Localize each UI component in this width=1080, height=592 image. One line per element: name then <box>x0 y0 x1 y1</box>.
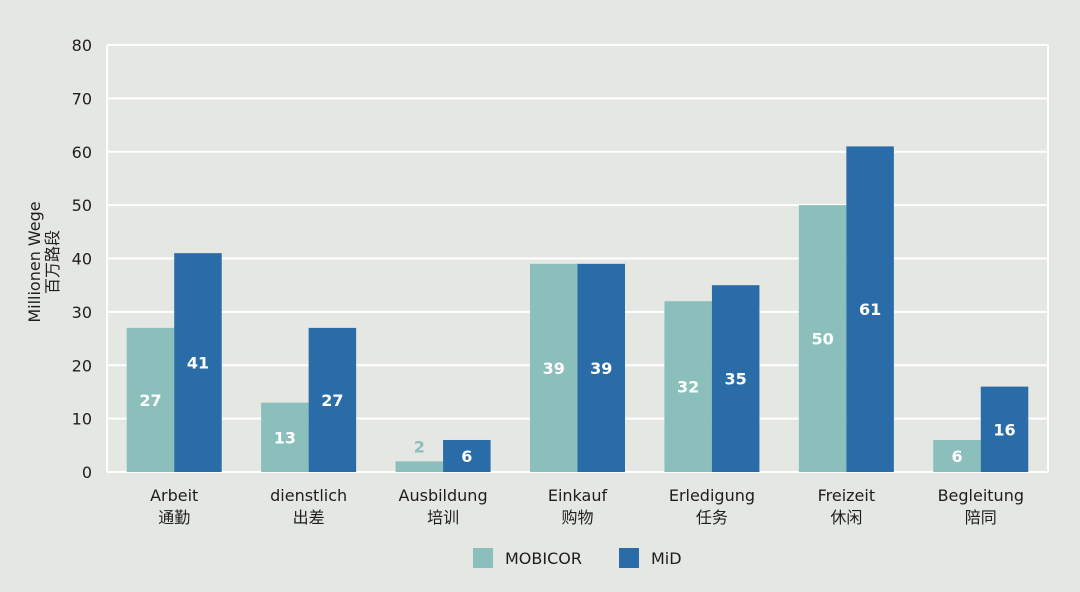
value-label: 16 <box>993 420 1015 439</box>
category-label-zh: 休闲 <box>830 508 862 527</box>
bar-mid-freizeit <box>846 146 894 472</box>
bar-mobicor-arbeit <box>126 327 175 472</box>
value-label: 6 <box>461 447 472 466</box>
value-label: 41 <box>187 354 209 373</box>
legend: MOBICOR MiD <box>473 548 682 568</box>
category-label-zh: 培训 <box>427 508 459 527</box>
bar-mobicor-dienstlich <box>261 402 309 472</box>
category-label-de: Arbeit <box>150 486 198 505</box>
y-tick-label: 20 <box>72 356 92 375</box>
value-label: 27 <box>139 391 161 410</box>
x-axis-categories: Arbeit 通勤 dienstlich 出差 Ausbildung 培训 Einkauf 购… <box>150 486 1024 527</box>
legend-label-mid: MiD <box>651 549 682 568</box>
value-label: 13 <box>274 428 296 447</box>
bar-mobicor-einkauf <box>530 263 578 472</box>
y-axis-label-zh: 百万路段 <box>43 230 62 294</box>
bar-mid-erledigung <box>711 285 760 472</box>
bar-mid-einkauf <box>577 263 625 472</box>
value-label: 6 <box>951 447 962 466</box>
value-label: 2 <box>414 437 425 456</box>
value-label: 39 <box>590 359 612 378</box>
legend-label-mobicor: MOBICOR <box>505 549 582 568</box>
category-label-de: dienstlich <box>270 486 347 505</box>
value-label: 35 <box>725 370 747 389</box>
bars <box>126 146 1029 472</box>
y-axis-label: Millionen Wege 百万路段 <box>25 201 62 322</box>
bar-mobicor-begleitung <box>933 439 981 472</box>
value-label: 61 <box>859 300 881 319</box>
legend-swatch-mid <box>619 548 639 568</box>
value-label: 50 <box>811 330 833 349</box>
value-label: 27 <box>321 391 343 410</box>
y-tick-label: 10 <box>72 410 92 429</box>
category-label-zh: 购物 <box>561 508 593 527</box>
y-axis-label-de: Millionen Wege <box>25 201 44 322</box>
category-label-zh: 陪同 <box>965 508 997 527</box>
value-labels: 27 41 13 27 2 6 39 39 32 35 50 61 6 16 <box>139 300 1015 466</box>
category-label-zh: 任务 <box>696 508 728 527</box>
category-label-de: Ausbildung <box>399 486 488 505</box>
bar-mobicor-ausbildung <box>395 461 444 472</box>
bar-mid-dienstlich <box>308 327 357 472</box>
category-label-de: Begleitung <box>938 486 1024 505</box>
category-label-zh: 通勤 <box>158 508 190 527</box>
y-tick-label: 40 <box>72 250 92 269</box>
bar-mobicor-erledigung <box>664 301 712 472</box>
legend-swatch-mobicor <box>473 548 493 568</box>
category-label-de: Erledigung <box>669 486 755 505</box>
value-label: 32 <box>677 378 699 397</box>
y-tick-label: 30 <box>72 303 92 322</box>
y-tick-label: 0 <box>82 463 92 482</box>
bar-mid-ausbildung <box>443 439 491 472</box>
y-tick-label: 80 <box>72 36 92 55</box>
category-label-de: Freizeit <box>818 486 876 505</box>
y-tick-label: 60 <box>72 143 92 162</box>
value-label: 39 <box>543 359 565 378</box>
bar-mid-arbeit <box>174 253 222 472</box>
category-label-zh: 出差 <box>293 508 325 527</box>
y-tick-label: 50 <box>72 196 92 215</box>
category-label-de: Einkauf <box>548 486 608 505</box>
bar-mid-begleitung <box>980 386 1029 472</box>
y-tick-label: 70 <box>72 89 92 108</box>
y-axis-ticks: 0 10 20 30 40 50 60 70 80 <box>72 36 92 482</box>
bar-mobicor-freizeit <box>798 205 847 472</box>
